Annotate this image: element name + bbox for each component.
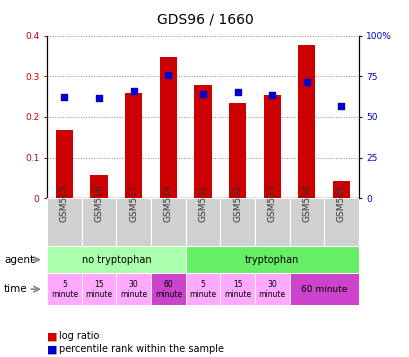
Text: 15
minute: 15 minute	[85, 280, 112, 298]
Bar	[159, 57, 177, 198]
Text: percentile rank within the sample: percentile rank within the sample	[59, 344, 224, 354]
Point	[303, 80, 309, 85]
Bar	[47, 198, 81, 246]
Point	[337, 103, 344, 109]
Bar	[116, 273, 151, 305]
Point	[165, 72, 171, 78]
Bar	[332, 181, 349, 198]
Bar	[254, 273, 289, 305]
Text: ■: ■	[47, 344, 58, 354]
Bar	[220, 273, 254, 305]
Text: GSM532: GSM532	[232, 185, 241, 222]
Bar	[116, 198, 151, 246]
Bar	[220, 198, 254, 246]
Bar	[185, 273, 220, 305]
Bar	[56, 130, 73, 198]
Point	[199, 91, 206, 96]
Bar	[297, 45, 315, 198]
Text: 5
minute: 5 minute	[189, 280, 216, 298]
Bar	[263, 95, 280, 198]
Bar	[228, 103, 246, 198]
Text: 60
minute: 60 minute	[154, 280, 182, 298]
Bar	[81, 273, 116, 305]
Bar	[324, 198, 358, 246]
Text: GSM516: GSM516	[94, 185, 103, 222]
Bar	[90, 175, 108, 198]
Point	[130, 89, 137, 94]
Bar	[47, 246, 185, 273]
Text: 30
minute: 30 minute	[120, 280, 147, 298]
Text: no tryptophan: no tryptophan	[81, 255, 151, 265]
Point	[234, 89, 240, 95]
Text: 5
minute: 5 minute	[51, 280, 78, 298]
Bar	[151, 273, 185, 305]
Point	[61, 95, 67, 100]
Point	[96, 95, 102, 101]
Bar	[185, 246, 358, 273]
Text: GSM531: GSM531	[198, 185, 207, 222]
Text: agent: agent	[4, 255, 34, 265]
Text: GSM565: GSM565	[336, 185, 345, 222]
Bar	[125, 94, 142, 198]
Text: log ratio: log ratio	[59, 331, 99, 341]
Text: GDS96 / 1660: GDS96 / 1660	[156, 12, 253, 26]
Text: GSM515: GSM515	[60, 185, 69, 222]
Bar	[185, 198, 220, 246]
Text: time: time	[4, 284, 28, 294]
Text: GSM534: GSM534	[301, 185, 310, 222]
Bar	[289, 198, 324, 246]
Bar	[289, 273, 358, 305]
Text: GSM517: GSM517	[129, 185, 138, 222]
Text: GSM519: GSM519	[164, 185, 173, 222]
Bar	[47, 273, 81, 305]
Text: tryptophan: tryptophan	[245, 255, 299, 265]
Text: ■: ■	[47, 331, 58, 341]
Bar	[151, 198, 185, 246]
Bar	[194, 85, 211, 198]
Point	[268, 92, 275, 97]
Text: 60 minute: 60 minute	[300, 285, 346, 294]
Text: GSM533: GSM533	[267, 185, 276, 222]
Text: 15
minute: 15 minute	[223, 280, 251, 298]
Bar	[81, 198, 116, 246]
Text: 30
minute: 30 minute	[258, 280, 285, 298]
Bar	[254, 198, 289, 246]
